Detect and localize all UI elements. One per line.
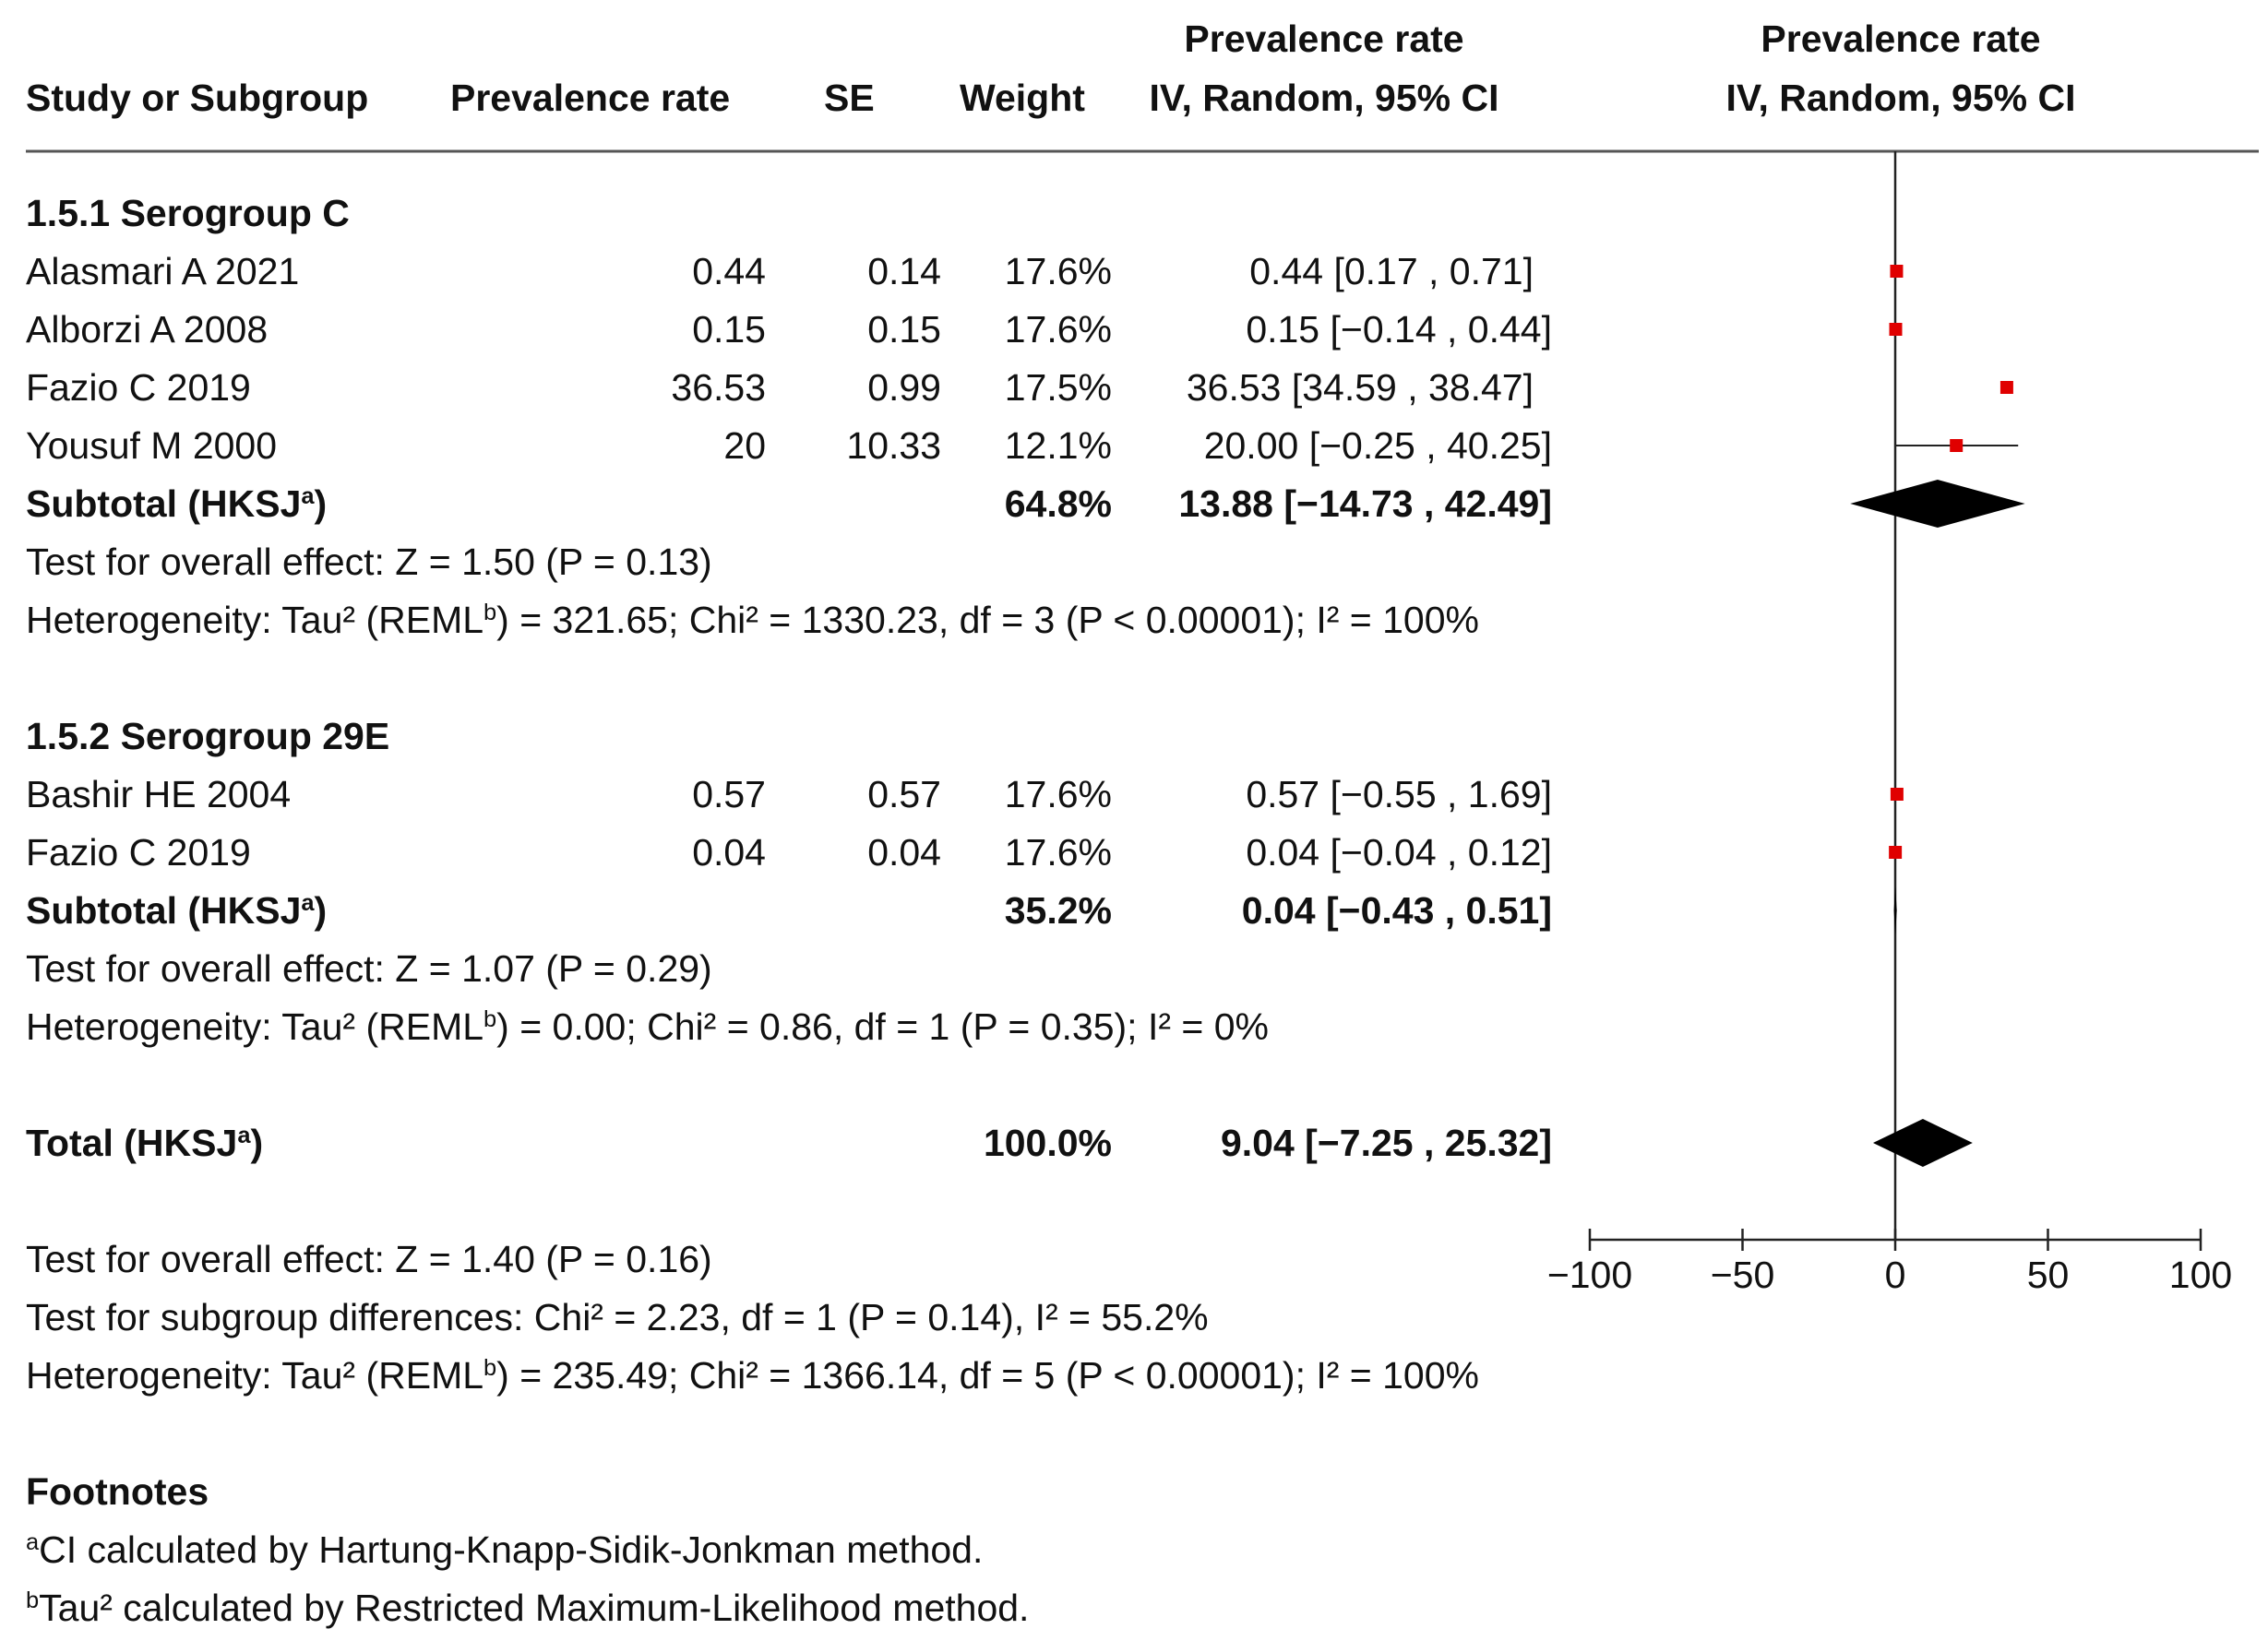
study-point xyxy=(1890,265,1904,278)
overall-effect-test: Test for overall effect: Z = 1.07 (P = 0… xyxy=(26,947,712,990)
subtotal-weight: 35.2% xyxy=(1004,889,1112,932)
header-study: Study or Subgroup xyxy=(26,77,369,119)
study-prevalence: 0.57 xyxy=(692,773,766,815)
group-title: 1.5.1 Serogroup C xyxy=(26,192,350,234)
study-se: 0.14 xyxy=(867,250,941,292)
study-name: Alasmari A 2021 xyxy=(26,250,300,292)
study-weight: 17.6% xyxy=(1004,308,1112,351)
subtotal-label: Subtotal (HKSJa) xyxy=(26,482,328,525)
study-weight: 17.5% xyxy=(1004,366,1112,409)
total-heterogeneity-test: Heterogeneity: Tau² (REMLb) = 235.49; Ch… xyxy=(26,1354,1479,1397)
footnote-b: bTau² calculated by Restricted Maximum-L… xyxy=(26,1587,1030,1629)
footnotes-title: Footnotes xyxy=(26,1470,209,1513)
header-se: SE xyxy=(824,77,875,119)
study-point xyxy=(1889,846,1903,859)
summary-diamond xyxy=(1873,1119,1973,1167)
subtotal-ci: 0.04 [−0.43 , 0.51] xyxy=(1241,889,1552,932)
total-ci: 9.04 [−7.25 , 25.32] xyxy=(1220,1122,1552,1164)
heterogeneity-test: Heterogeneity: Tau² (REMLb) = 0.00; Chi²… xyxy=(26,1005,1269,1048)
study-name: Bashir HE 2004 xyxy=(26,773,292,815)
study-name: Fazio C 2019 xyxy=(26,831,251,874)
x-tick-label: −100 xyxy=(1547,1254,1632,1296)
study-prevalence: 20 xyxy=(723,424,766,467)
heterogeneity-test: Heterogeneity: Tau² (REMLb) = 321.65; Ch… xyxy=(26,599,1479,641)
study-se: 0.57 xyxy=(867,773,941,815)
header-weight: Weight xyxy=(960,77,1085,119)
summary-diamond xyxy=(1893,886,1897,934)
overall-effect-test: Test for overall effect: Z = 1.50 (P = 0… xyxy=(26,541,712,583)
study-point xyxy=(1890,788,1904,801)
study-point xyxy=(1950,439,1964,452)
study-point xyxy=(1889,323,1903,336)
header-ci-line1: Prevalence rate xyxy=(1184,18,1464,60)
subtotal-ci: 13.88 [−14.73 , 42.49] xyxy=(1178,482,1552,525)
study-se: 0.99 xyxy=(867,366,941,409)
study-ci: 20.00 [−0.25 , 40.25] xyxy=(1203,424,1552,467)
study-name: Alborzi A 2008 xyxy=(26,308,269,351)
header-ci-line2: IV, Random, 95% CI xyxy=(1149,77,1499,119)
study-se: 0.15 xyxy=(867,308,941,351)
footnote-a: aCI calculated by Hartung-Knapp-Sidik-Jo… xyxy=(26,1528,984,1571)
subgroup-differences-test: Test for subgroup differences: Chi² = 2.… xyxy=(26,1296,1209,1338)
study-prevalence: 36.53 xyxy=(671,366,766,409)
study-weight: 17.6% xyxy=(1004,250,1112,292)
group-title: 1.5.2 Serogroup 29E xyxy=(26,715,390,757)
subtotal-weight: 64.8% xyxy=(1004,482,1112,525)
x-tick-label: 50 xyxy=(2027,1254,2070,1296)
study-weight: 17.6% xyxy=(1004,773,1112,815)
summary-diamond xyxy=(1850,480,2025,528)
study-ci: 0.57 [−0.55 , 1.69] xyxy=(1246,773,1552,815)
total-label: Total (HKSJa) xyxy=(26,1122,264,1164)
study-ci: 0.04 [−0.04 , 0.12] xyxy=(1246,831,1552,874)
study-prevalence: 0.44 xyxy=(692,250,766,292)
header-plot-line1: Prevalence rate xyxy=(1761,18,2041,60)
subtotal-label: Subtotal (HKSJa) xyxy=(26,889,328,932)
total-overall-effect-test: Test for overall effect: Z = 1.40 (P = 0… xyxy=(26,1238,712,1280)
header-prevalence: Prevalence rate xyxy=(450,77,731,119)
study-ci: 36.53 [34.59 , 38.47] xyxy=(1186,366,1534,409)
total-weight: 100.0% xyxy=(983,1122,1112,1164)
x-tick-label: 0 xyxy=(1885,1254,1906,1296)
study-name: Fazio C 2019 xyxy=(26,366,251,409)
study-se: 0.04 xyxy=(867,831,941,874)
study-prevalence: 0.04 xyxy=(692,831,766,874)
study-weight: 17.6% xyxy=(1004,831,1112,874)
study-name: Yousuf M 2000 xyxy=(26,424,278,467)
study-ci: 0.15 [−0.14 , 0.44] xyxy=(1246,308,1552,351)
x-tick-label: 100 xyxy=(2169,1254,2232,1296)
header-plot-line2: IV, Random, 95% CI xyxy=(1725,77,2076,119)
study-prevalence: 0.15 xyxy=(692,308,766,351)
study-ci: 0.44 [0.17 , 0.71] xyxy=(1249,250,1534,292)
study-se: 10.33 xyxy=(846,424,941,467)
study-point xyxy=(1999,381,2013,394)
x-tick-label: −50 xyxy=(1711,1254,1775,1296)
study-weight: 12.1% xyxy=(1004,424,1112,467)
